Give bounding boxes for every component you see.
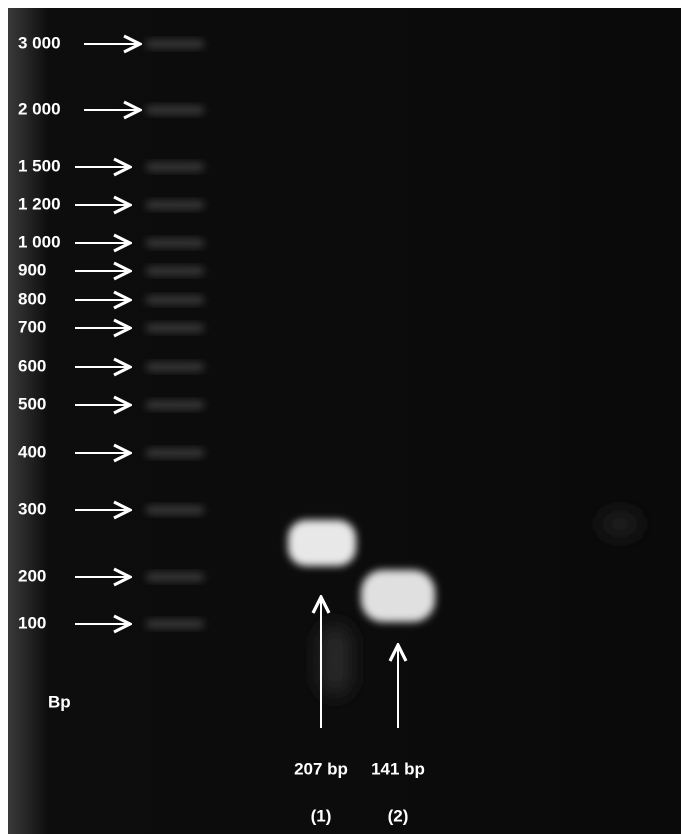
size-label: 800 [18, 289, 46, 308]
size-label: 900 [18, 260, 46, 279]
ladder-band [146, 239, 204, 247]
size-label: 3 000 [18, 33, 61, 52]
ladder-band [146, 40, 204, 48]
ladder-band [146, 267, 204, 275]
ladder-band [146, 296, 204, 304]
lane-label: (2) [388, 806, 409, 825]
ladder-band [146, 573, 204, 581]
ladder-band [146, 324, 204, 332]
size-label: 300 [18, 499, 46, 518]
size-label: 200 [18, 566, 46, 585]
size-label: 1 500 [18, 156, 61, 175]
size-label: 400 [18, 442, 46, 461]
gel-figure: 3 000 2 000 1 500 1 200 1 000 900 800 700 600 500… [0, 0, 681, 834]
ladder-band [146, 506, 204, 514]
size-label: 100 [18, 613, 46, 632]
band-label: 141 bp [371, 759, 425, 778]
lane-label: (1) [311, 806, 332, 825]
ladder-band [146, 620, 204, 628]
ladder-band [146, 449, 204, 457]
size-label: 700 [18, 317, 46, 336]
size-label: 1 200 [18, 194, 61, 213]
ladder-band [146, 106, 204, 114]
gel-background [8, 8, 681, 834]
ladder-band [146, 363, 204, 371]
band-label: 207 bp [294, 759, 348, 778]
size-label: 500 [18, 394, 46, 413]
size-label: 1 000 [18, 232, 61, 251]
unit-label: Bp [48, 692, 71, 711]
ladder-band [146, 163, 204, 171]
ladder-band [146, 401, 204, 409]
ladder-band [146, 201, 204, 209]
size-label: 600 [18, 356, 46, 375]
size-label: 2 000 [18, 99, 61, 118]
